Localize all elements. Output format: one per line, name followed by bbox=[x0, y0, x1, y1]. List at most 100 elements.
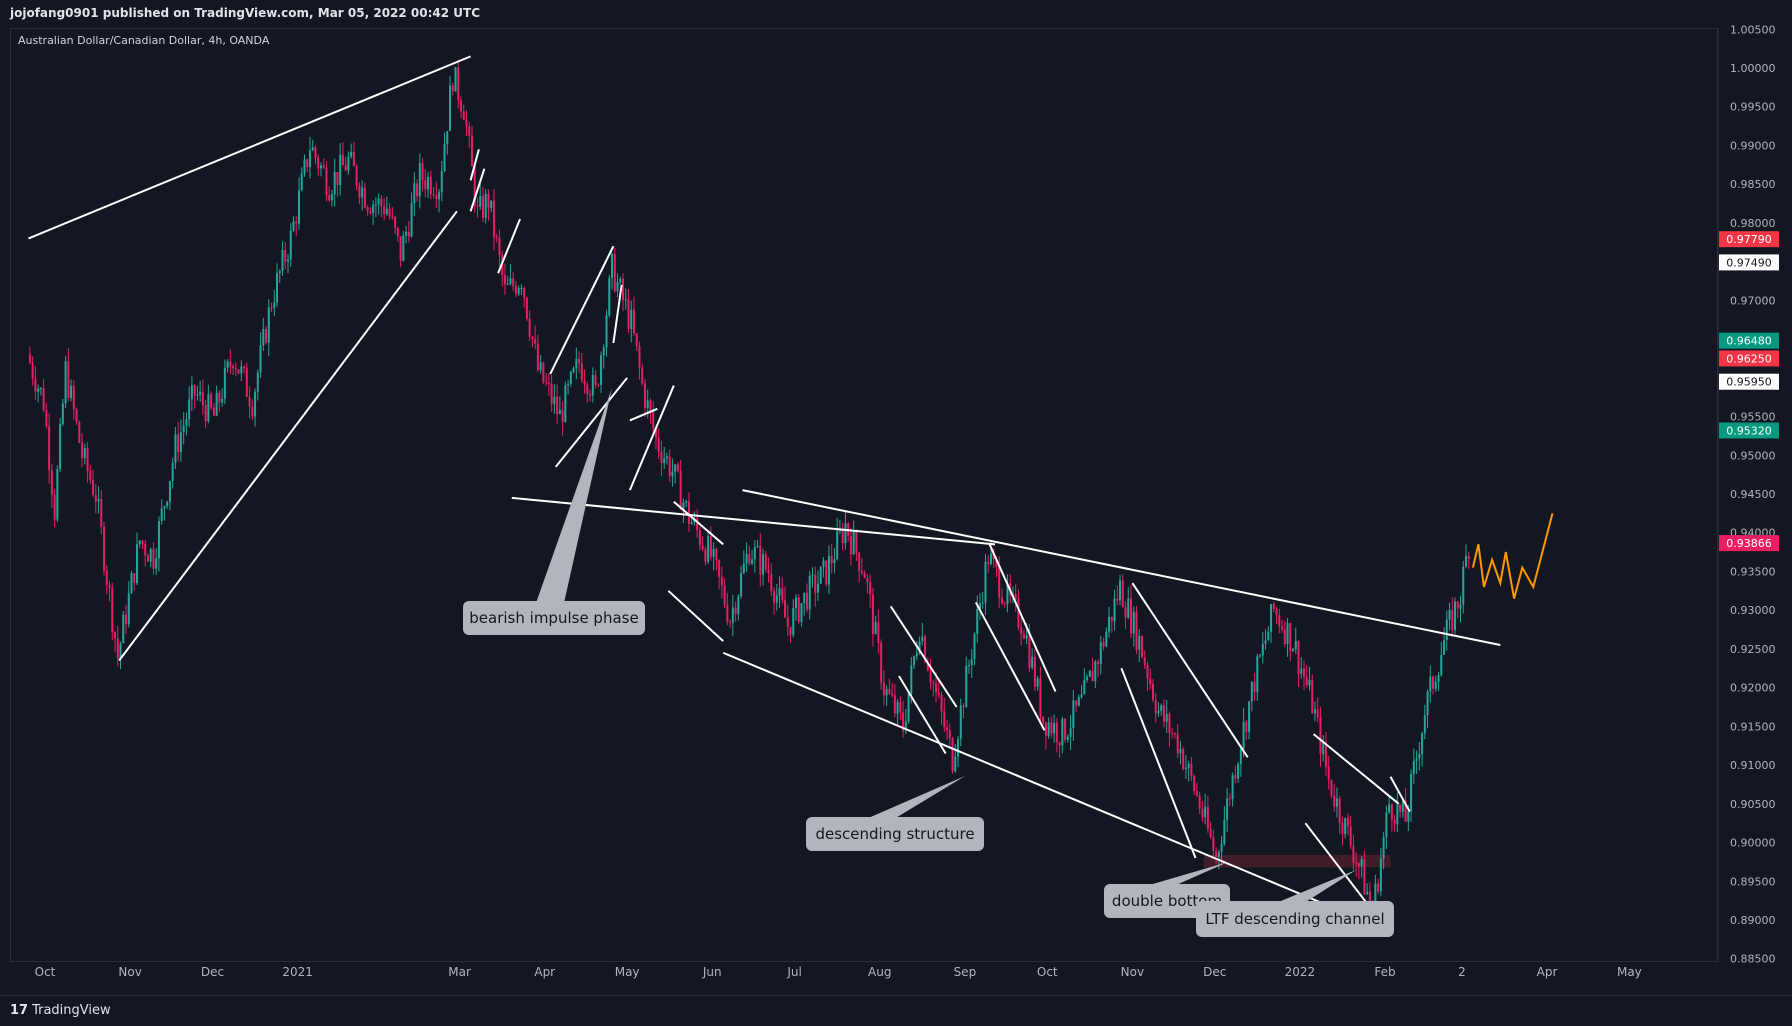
candle-body bbox=[888, 688, 891, 694]
candle-body bbox=[668, 456, 671, 477]
candle-body bbox=[1184, 767, 1187, 770]
candle-body bbox=[177, 434, 180, 453]
candle-body bbox=[1006, 583, 1009, 604]
candle-body bbox=[1412, 760, 1415, 774]
candle-body bbox=[1385, 812, 1388, 837]
candle-body bbox=[698, 530, 701, 546]
candle-body bbox=[188, 399, 191, 420]
candle-body bbox=[462, 111, 465, 120]
candle-body bbox=[429, 176, 432, 195]
candle-body bbox=[1283, 629, 1286, 644]
candle-body bbox=[1333, 795, 1336, 807]
candle-body bbox=[676, 464, 679, 471]
candle-body bbox=[687, 501, 690, 525]
tradingview-brand[interactable]: 17 TradingView bbox=[10, 1003, 111, 1018]
impulse-callout-text: bearish impulse phase bbox=[469, 609, 638, 627]
candle-body bbox=[657, 437, 660, 452]
price-label-bg bbox=[1719, 422, 1779, 439]
ltf-callout-box bbox=[1196, 901, 1394, 937]
candle-body bbox=[918, 641, 921, 653]
candle-body bbox=[221, 398, 224, 403]
candle-body bbox=[885, 688, 888, 696]
candle-body bbox=[1363, 859, 1366, 895]
candle-body bbox=[53, 494, 56, 520]
price-label-bg bbox=[1719, 535, 1779, 552]
candle-body bbox=[119, 643, 122, 659]
candle-body bbox=[490, 200, 493, 208]
candle-body bbox=[465, 119, 468, 127]
candle-body bbox=[146, 555, 149, 562]
candle-body bbox=[245, 368, 248, 397]
candle-body bbox=[1335, 798, 1338, 807]
candle-body bbox=[1020, 626, 1023, 634]
candle-body bbox=[858, 552, 861, 572]
candle-body bbox=[1278, 614, 1281, 627]
candle-body bbox=[1000, 597, 1003, 604]
candle-body bbox=[1187, 763, 1190, 768]
candle-body bbox=[223, 367, 226, 399]
price-label-bg bbox=[1719, 373, 1779, 390]
candle-body bbox=[470, 135, 473, 167]
candle-body bbox=[284, 249, 287, 262]
candle-body bbox=[179, 432, 182, 453]
trendline bbox=[1312, 733, 1400, 805]
candle-body bbox=[751, 559, 754, 564]
candle-body bbox=[547, 383, 550, 385]
candle-body bbox=[1311, 680, 1314, 714]
candle-body bbox=[1297, 641, 1300, 674]
candle-body bbox=[319, 165, 322, 169]
y-tick-label: 0.99000 bbox=[1730, 139, 1776, 152]
candle-body bbox=[416, 183, 419, 197]
candle-body bbox=[1286, 622, 1289, 644]
candle-body bbox=[514, 285, 517, 294]
candle-body bbox=[929, 670, 932, 683]
candle-body bbox=[709, 536, 712, 557]
candle-body bbox=[278, 271, 281, 274]
candle-body bbox=[1077, 697, 1080, 706]
candle-body bbox=[756, 545, 759, 548]
candle-body bbox=[190, 385, 193, 400]
candle-body bbox=[819, 566, 822, 584]
candle-body bbox=[1190, 763, 1193, 776]
candle-body bbox=[97, 499, 100, 502]
x-tick-label: Mar bbox=[448, 965, 471, 979]
candle-body bbox=[989, 553, 992, 565]
chart-pane[interactable] bbox=[10, 28, 1718, 962]
candle-body bbox=[1228, 798, 1231, 800]
candle-body bbox=[1080, 694, 1083, 698]
candle-body bbox=[363, 187, 366, 208]
candle-body bbox=[1198, 795, 1201, 809]
price-label-bg bbox=[1719, 350, 1779, 367]
candle-body bbox=[1308, 680, 1311, 686]
candle-body bbox=[970, 658, 973, 666]
candle-body bbox=[523, 287, 526, 298]
y-tick-label: 0.95000 bbox=[1730, 449, 1776, 462]
candle-body bbox=[114, 632, 117, 639]
candle-body bbox=[287, 259, 290, 262]
candle-body bbox=[1456, 601, 1459, 609]
x-tick-label: 2021 bbox=[282, 965, 313, 979]
candle-body bbox=[1204, 806, 1207, 818]
symbol-label: Australian Dollar/Canadian Dollar, 4h, O… bbox=[18, 34, 270, 47]
candle-body bbox=[762, 554, 765, 575]
candle-body bbox=[226, 361, 229, 368]
candle-body bbox=[39, 388, 42, 390]
candle-body bbox=[1379, 858, 1382, 892]
trendline bbox=[612, 284, 623, 344]
candle-body bbox=[1022, 633, 1025, 639]
candle-body bbox=[1193, 775, 1196, 792]
candle-body bbox=[1382, 836, 1385, 859]
trendline bbox=[889, 605, 958, 708]
candle-body bbox=[578, 358, 581, 364]
candle-body bbox=[1459, 604, 1462, 609]
candle-body bbox=[896, 702, 899, 714]
candle-body bbox=[1143, 657, 1146, 666]
trendline bbox=[118, 210, 458, 662]
candle-body bbox=[1064, 718, 1067, 740]
candle-body bbox=[844, 523, 847, 544]
candle-body bbox=[624, 299, 627, 301]
candle-body bbox=[67, 361, 70, 398]
candle-body bbox=[1017, 598, 1020, 627]
candle-body bbox=[992, 553, 995, 560]
